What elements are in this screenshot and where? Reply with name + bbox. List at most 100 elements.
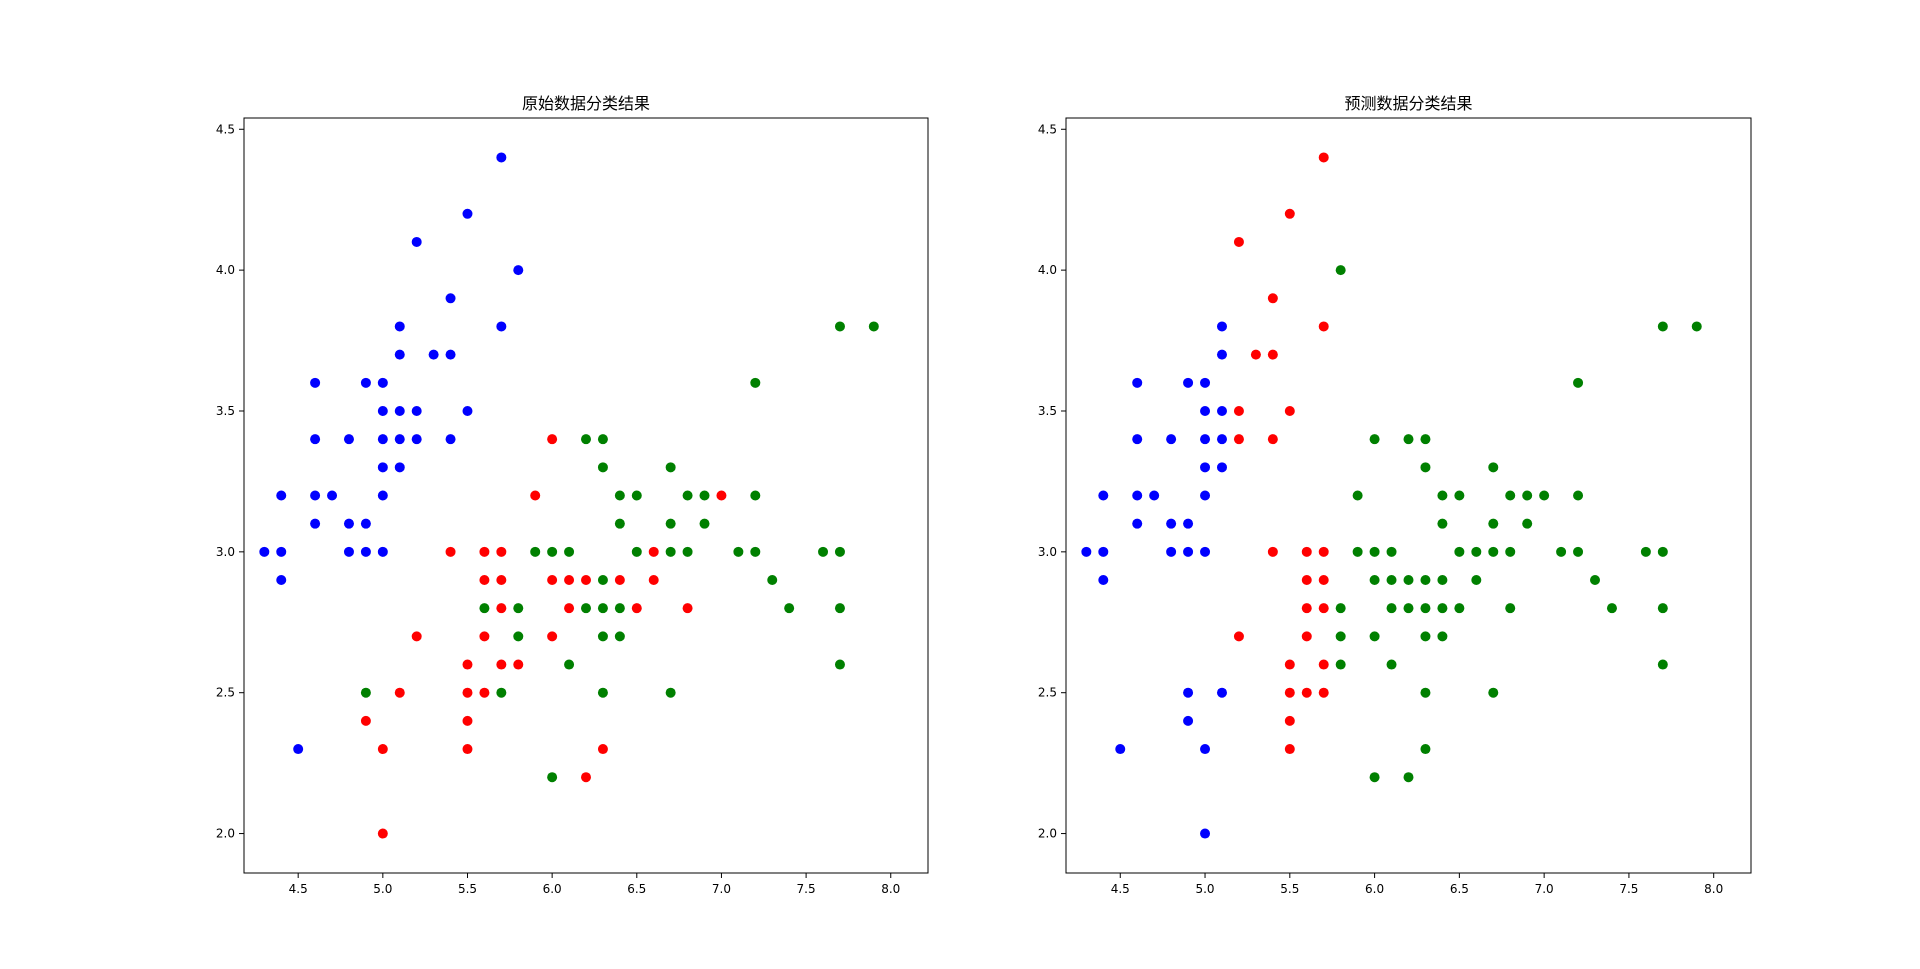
right-data-point <box>1437 631 1448 642</box>
left-data-point <box>377 462 388 473</box>
left-data-point <box>665 687 676 698</box>
left-data-point <box>513 603 524 614</box>
left-data-point <box>750 490 761 501</box>
right-data-point <box>1318 575 1329 586</box>
right-y-tick-label: 3.0 <box>1038 545 1057 559</box>
right-data-point <box>1335 603 1346 614</box>
right-data-point <box>1200 744 1211 755</box>
left-data-point <box>614 575 625 586</box>
right-data-point <box>1318 603 1329 614</box>
left-y-tick-label: 4.5 <box>216 122 235 136</box>
left-data-point <box>411 631 422 642</box>
left-x-tick-label: 7.0 <box>712 882 731 896</box>
right-data-point <box>1420 575 1431 586</box>
left-data-point <box>699 518 710 529</box>
right-data-point <box>1233 631 1244 642</box>
right-data-point <box>1216 349 1227 360</box>
right-data-point <box>1420 434 1431 445</box>
right-data-point <box>1505 546 1516 557</box>
left-data-point <box>784 603 795 614</box>
left-data-point <box>394 321 405 332</box>
left-data-point <box>462 744 473 755</box>
left-data-point <box>496 687 507 698</box>
left-x-tick-label: 8.0 <box>881 882 900 896</box>
right-data-point <box>1335 659 1346 670</box>
right-data-point <box>1216 321 1227 332</box>
left-data-point <box>496 152 507 163</box>
left-data-point <box>547 772 558 783</box>
left-data-point <box>530 546 541 557</box>
right-data-point <box>1471 575 1482 586</box>
right-x-tick-label: 5.0 <box>1195 882 1214 896</box>
left-data-point <box>581 575 591 586</box>
right-data-point <box>1081 546 1092 557</box>
left-data-point <box>530 490 541 501</box>
left-data-point <box>310 518 321 529</box>
right-data-point <box>1437 575 1448 586</box>
left-data-point <box>665 518 676 529</box>
right-data-point <box>1335 265 1346 276</box>
left-data-point <box>479 687 490 698</box>
left-data-point <box>631 490 642 501</box>
right-data-point <box>1233 236 1244 247</box>
left-data-point <box>733 546 744 557</box>
left-y-tick-label: 3.0 <box>216 545 235 559</box>
right-data-point <box>1284 659 1295 670</box>
right-data-point <box>1183 377 1194 388</box>
left-data-point <box>682 490 693 501</box>
left-scatter-plot: 原始数据分类结果 4.5 5.0 5.5 6.0 6.5 7.0 7.5 8.0 2.0 2.5 3.… <box>216 94 929 896</box>
right-data-point <box>1539 490 1550 501</box>
left-data-point <box>597 744 608 755</box>
right-data-point <box>1488 687 1499 698</box>
left-data-point <box>343 546 354 557</box>
left-data-point <box>564 546 575 557</box>
right-data-point <box>1132 490 1143 501</box>
left-data-point <box>377 490 388 501</box>
left-data-point <box>547 575 558 586</box>
right-data-point <box>1149 490 1160 501</box>
right-data-point <box>1183 715 1194 726</box>
right-data-point <box>1505 603 1516 614</box>
left-data-point <box>682 546 693 557</box>
left-x-tick-label: 6.5 <box>627 882 646 896</box>
left-data-point <box>445 434 456 445</box>
right-data-point <box>1301 575 1312 586</box>
left-data-point <box>597 462 608 473</box>
right-data-point <box>1267 349 1278 360</box>
right-x-tick-label: 8.0 <box>1704 882 1723 896</box>
right-data-point <box>1437 518 1448 529</box>
left-data-point <box>293 744 304 755</box>
right-data-point <box>1284 715 1295 726</box>
left-y-tick-label: 4.0 <box>216 263 235 277</box>
left-data-point <box>513 631 524 642</box>
right-data-point <box>1369 434 1380 445</box>
right-data-point <box>1301 687 1312 698</box>
right-data-point <box>1573 377 1584 388</box>
left-chart-title: 原始数据分类结果 <box>522 94 650 113</box>
right-data-point <box>1454 546 1465 557</box>
left-x-tick-label: 7.5 <box>797 882 816 896</box>
left-data-point <box>445 349 456 360</box>
right-data-point <box>1657 603 1668 614</box>
left-data-point <box>327 490 338 501</box>
right-data-point <box>1590 575 1601 586</box>
right-data-point <box>1318 152 1329 163</box>
right-data-point <box>1454 603 1465 614</box>
right-data-point <box>1098 575 1109 586</box>
left-data-point <box>394 405 405 416</box>
right-data-point <box>1573 490 1584 501</box>
right-data-point <box>1386 575 1397 586</box>
right-data-point <box>1318 546 1329 557</box>
right-data-point <box>1369 772 1380 783</box>
left-data-point <box>665 462 676 473</box>
left-data-point <box>310 377 321 388</box>
right-data-point <box>1437 603 1448 614</box>
right-data-point <box>1216 405 1227 416</box>
left-data-point <box>682 603 693 614</box>
left-data-point <box>360 518 371 529</box>
right-data-point <box>1318 659 1329 670</box>
right-data-point <box>1301 631 1312 642</box>
right-data-point <box>1284 208 1295 219</box>
right-data-point <box>1573 546 1584 557</box>
